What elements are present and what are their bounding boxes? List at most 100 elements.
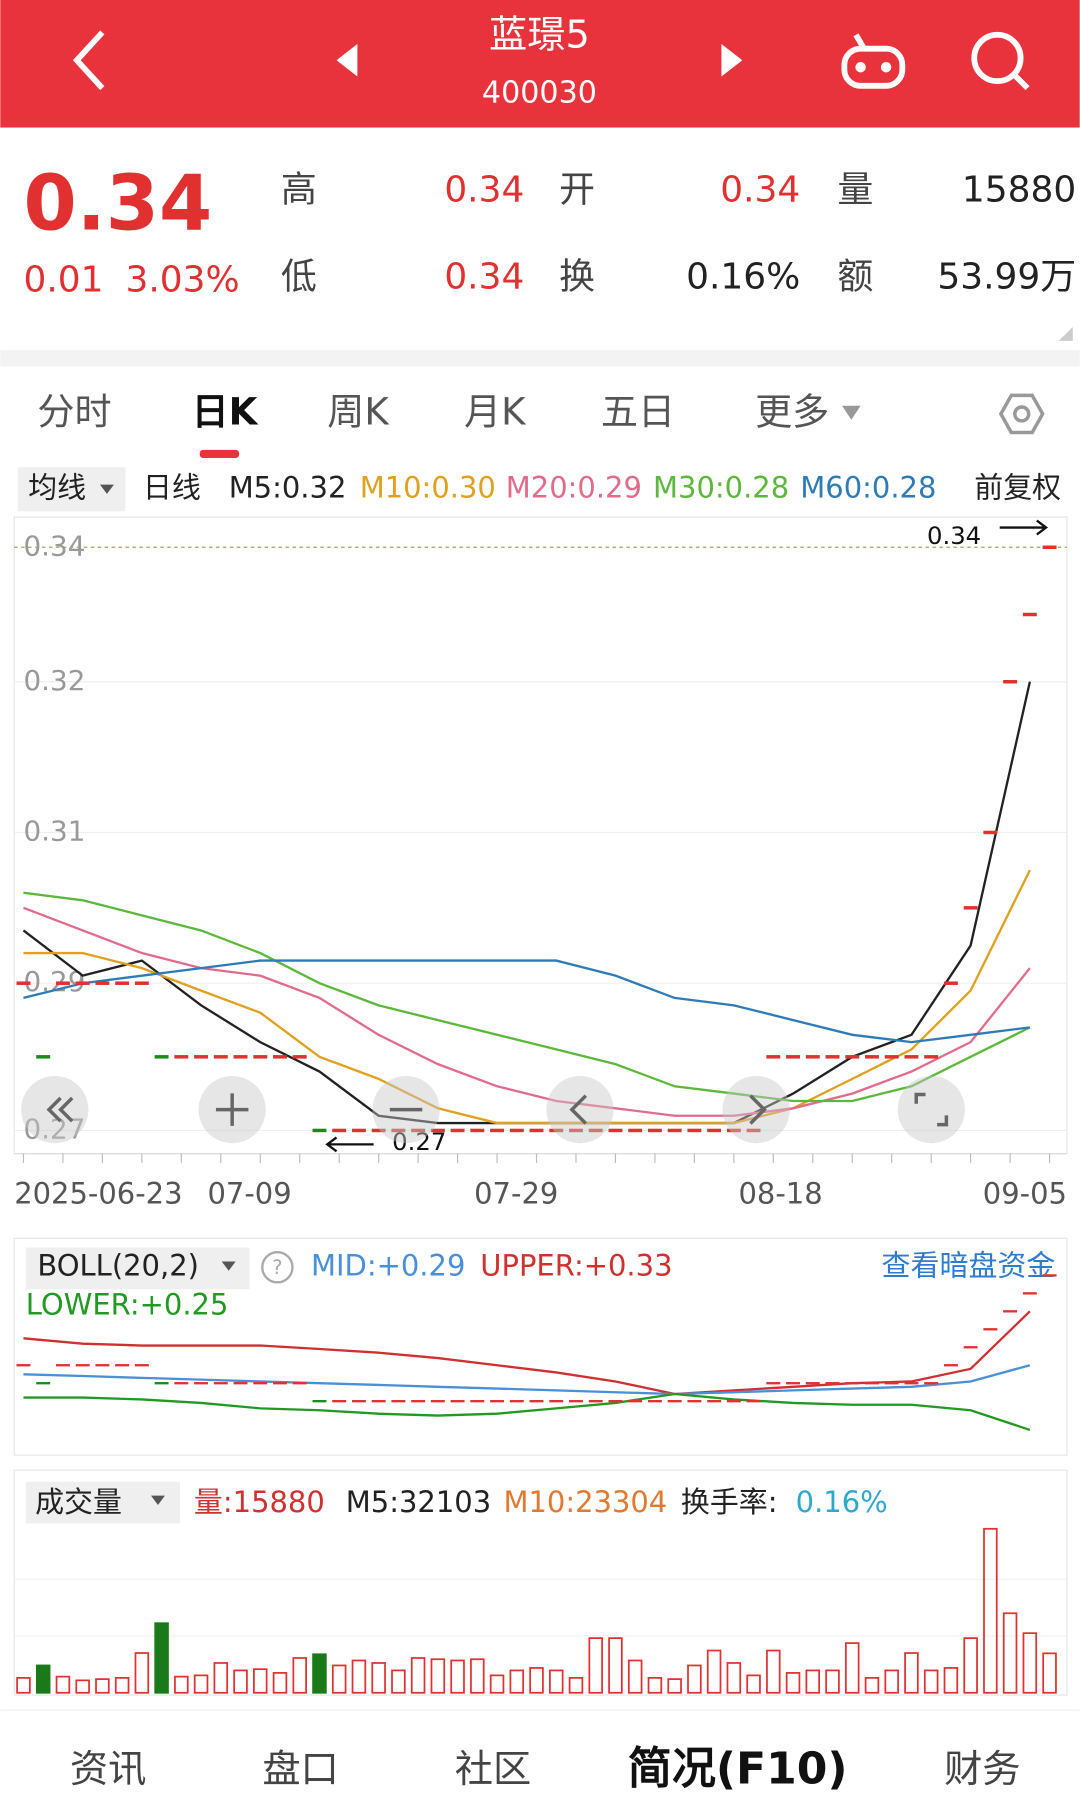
boll-candle xyxy=(36,1382,51,1385)
chart-control[interactable] xyxy=(722,1075,790,1144)
candle xyxy=(312,1128,327,1133)
candle xyxy=(667,1128,682,1133)
boll-candle xyxy=(16,1364,31,1367)
volume-bar xyxy=(549,1669,564,1694)
tab[interactable]: 分时 xyxy=(37,390,111,433)
x-tick-label: 08-18 xyxy=(738,1176,822,1210)
candle xyxy=(983,830,998,835)
volume-bar xyxy=(667,1678,682,1694)
chart-control[interactable] xyxy=(21,1075,89,1144)
price-change: 0.01 xyxy=(23,260,103,301)
volume-bar xyxy=(272,1672,288,1694)
volume-frame xyxy=(13,1469,1068,1696)
back-button[interactable] xyxy=(72,30,105,91)
nav-item[interactable]: 盘口 xyxy=(262,1747,339,1792)
boll-candle xyxy=(786,1382,801,1385)
boll-line xyxy=(23,1310,1031,1396)
candle xyxy=(687,1128,702,1133)
candle xyxy=(726,1128,741,1133)
nav-item[interactable]: 资讯 xyxy=(70,1747,147,1792)
boll-candle xyxy=(391,1400,406,1403)
candle xyxy=(963,906,978,910)
volume-bar xyxy=(114,1677,130,1694)
tab[interactable]: 日K xyxy=(192,390,259,433)
tab[interactable]: 周K xyxy=(327,390,390,433)
volume-bar xyxy=(292,1657,307,1694)
nav-item[interactable]: 社区 xyxy=(455,1747,531,1792)
tab[interactable]: 更多 xyxy=(755,390,829,433)
chart-control[interactable] xyxy=(546,1075,614,1144)
candle xyxy=(608,1128,623,1133)
volume-bar xyxy=(785,1672,801,1694)
tab[interactable]: 五日 xyxy=(601,390,675,433)
volume-bar xyxy=(134,1652,150,1694)
chart-control[interactable] xyxy=(897,1075,965,1144)
candle xyxy=(233,1055,248,1059)
field-value: 0.34 xyxy=(444,169,524,210)
volume-bar xyxy=(943,1667,959,1694)
boll-candle xyxy=(1022,1292,1037,1295)
volume-bar xyxy=(16,1677,31,1694)
stock-code: 400030 xyxy=(482,75,597,110)
field-value: 0.34 xyxy=(720,169,800,210)
volume-button-bg xyxy=(25,1481,180,1524)
turnover-value: 0.16% xyxy=(796,1485,888,1519)
robot-icon[interactable] xyxy=(841,33,906,89)
candle xyxy=(924,1055,939,1059)
candle xyxy=(134,981,149,985)
volume-today: 量:15880 xyxy=(194,1485,325,1519)
help-icon[interactable] xyxy=(261,1251,294,1284)
boll-candle xyxy=(628,1400,643,1403)
volume-bar xyxy=(193,1674,209,1694)
price-change-pct: 3.03% xyxy=(126,260,240,301)
low-marker: 0.27 xyxy=(392,1127,446,1156)
volume-bar xyxy=(983,1527,998,1694)
icon xyxy=(569,1094,588,1125)
next-stock[interactable] xyxy=(721,44,743,77)
ma-legend: M30:0.28 xyxy=(653,470,789,504)
search-icon[interactable] xyxy=(971,31,1030,91)
tab[interactable]: 月K xyxy=(464,390,527,433)
boll-upper: UPPER:+0.33 xyxy=(480,1248,672,1282)
boll-candle xyxy=(884,1382,899,1385)
boll-candle xyxy=(490,1400,505,1403)
turnover-label: 换手率: xyxy=(681,1485,778,1519)
candle xyxy=(805,1055,820,1059)
boll-candle xyxy=(647,1400,662,1403)
candle xyxy=(943,981,958,985)
boll-candle xyxy=(194,1382,209,1385)
dropdown-arrow xyxy=(99,484,114,494)
volume-bar xyxy=(844,1642,860,1694)
candle xyxy=(75,981,90,985)
adjust-label[interactable]: 前复权 xyxy=(974,470,1061,504)
boll-candle xyxy=(154,1382,169,1385)
volume-bar xyxy=(371,1662,386,1694)
volume-bar xyxy=(351,1659,367,1694)
boll-candle xyxy=(371,1400,386,1403)
field-label: 低 xyxy=(281,256,317,297)
y-tick-label: 0.32 xyxy=(23,664,85,697)
ma-legend: M5:0.32 xyxy=(229,470,347,504)
nav-item[interactable]: 简况(F10) xyxy=(628,1744,848,1795)
dark-pool-link[interactable]: 查看暗盘资金 xyxy=(882,1248,1056,1282)
settings-icon[interactable] xyxy=(998,393,1045,435)
candle xyxy=(115,981,130,985)
candle xyxy=(1003,680,1018,684)
candle xyxy=(509,1128,524,1133)
candle xyxy=(55,981,70,985)
volume-bar xyxy=(154,1622,169,1694)
candle xyxy=(411,1128,426,1133)
expand-corner[interactable] xyxy=(1058,326,1073,341)
volume-bar xyxy=(174,1675,189,1694)
prev-stock[interactable] xyxy=(336,44,358,77)
boll-candle xyxy=(983,1328,998,1331)
icon xyxy=(215,1093,249,1126)
ma-button[interactable]: 均线 xyxy=(28,470,86,504)
candle xyxy=(430,1128,445,1133)
nav-item[interactable]: 财务 xyxy=(944,1747,1021,1792)
boll-line xyxy=(23,1364,1031,1396)
high-arrow xyxy=(999,519,1049,536)
volume-button[interactable]: 成交量 xyxy=(35,1485,122,1519)
volume-bar xyxy=(410,1657,426,1694)
boll-button[interactable]: BOLL(20,2) xyxy=(37,1248,199,1282)
